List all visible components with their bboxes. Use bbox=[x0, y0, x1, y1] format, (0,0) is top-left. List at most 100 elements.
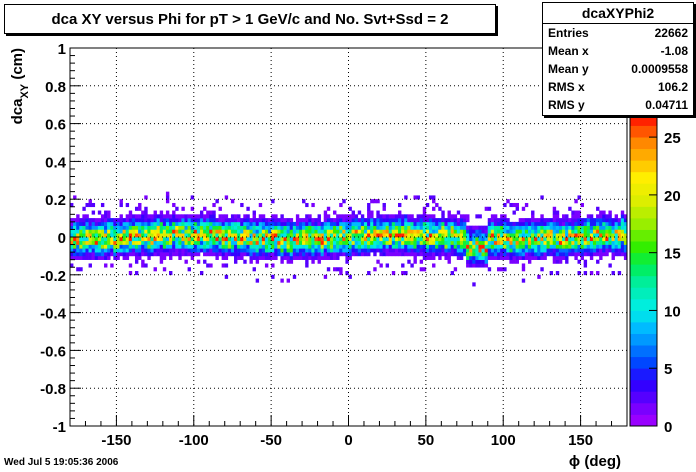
palette-swatch bbox=[630, 322, 657, 334]
histogram-cell bbox=[184, 229, 188, 234]
histogram-cell bbox=[159, 240, 164, 245]
histogram-cell bbox=[447, 210, 451, 215]
y-tick-label: 0.8 bbox=[45, 79, 66, 96]
histogram-cell bbox=[583, 221, 588, 226]
histogram-cell bbox=[506, 244, 510, 249]
histogram-cell bbox=[212, 218, 216, 223]
histogram-cell bbox=[574, 210, 578, 215]
histogram-cell bbox=[159, 221, 164, 226]
histogram-cell bbox=[85, 225, 89, 230]
histogram-cell bbox=[583, 259, 588, 264]
histogram-cell bbox=[512, 259, 516, 264]
histogram-cell bbox=[586, 214, 591, 219]
histogram-cell bbox=[450, 225, 455, 230]
histogram-cell bbox=[221, 237, 226, 242]
histogram-cell bbox=[308, 229, 312, 234]
histogram-cell bbox=[94, 240, 99, 245]
histogram-cell bbox=[472, 240, 476, 245]
histogram-cell bbox=[401, 221, 405, 226]
histogram-cell bbox=[537, 229, 541, 234]
histogram-cell bbox=[169, 214, 173, 219]
histogram-cell bbox=[190, 229, 195, 234]
histogram-cell bbox=[268, 221, 272, 226]
histogram-cell bbox=[617, 229, 622, 234]
histogram-cell bbox=[196, 218, 201, 223]
histogram-cell bbox=[348, 255, 352, 260]
histogram-cell bbox=[196, 229, 201, 234]
histogram-cell bbox=[184, 237, 188, 242]
histogram-cell bbox=[562, 214, 566, 219]
histogram-cell bbox=[432, 229, 436, 234]
histogram-cell bbox=[379, 214, 383, 219]
histogram-cell bbox=[596, 252, 600, 257]
histogram-cell bbox=[500, 233, 504, 238]
histogram-cell bbox=[357, 244, 362, 249]
histogram-cell bbox=[289, 259, 294, 264]
histogram-cell bbox=[580, 225, 584, 230]
histogram-cell bbox=[203, 259, 207, 264]
histogram-cell bbox=[138, 255, 142, 260]
histogram-cell bbox=[289, 244, 294, 249]
histogram-cell bbox=[540, 267, 544, 272]
histogram-cell bbox=[481, 255, 485, 260]
histogram-cell bbox=[509, 221, 513, 226]
histogram-cell bbox=[165, 240, 170, 245]
histogram-cell bbox=[586, 221, 591, 226]
histogram-cell bbox=[286, 233, 290, 238]
histogram-cell bbox=[342, 199, 346, 204]
histogram-cell bbox=[425, 233, 430, 238]
histogram-cell bbox=[271, 255, 275, 260]
histogram-cell bbox=[277, 252, 281, 257]
histogram-cell bbox=[104, 244, 108, 249]
histogram-cell bbox=[577, 240, 581, 245]
histogram-cell bbox=[410, 214, 414, 219]
y-tick-label: -1 bbox=[53, 419, 66, 436]
histogram-cell bbox=[317, 248, 321, 253]
histogram-cell bbox=[246, 248, 250, 253]
histogram-cell bbox=[466, 218, 470, 223]
histogram-cell bbox=[493, 255, 498, 260]
palette-swatch bbox=[630, 183, 657, 196]
histogram-cell bbox=[608, 244, 612, 249]
histogram-cell bbox=[305, 214, 309, 219]
histogram-cell bbox=[360, 218, 365, 223]
histogram-cell bbox=[599, 252, 603, 257]
histogram-cell bbox=[367, 214, 371, 219]
histogram-cell bbox=[577, 229, 581, 234]
histogram-cell bbox=[589, 218, 594, 223]
histogram-cell bbox=[224, 248, 229, 253]
histogram-cell bbox=[165, 244, 170, 249]
histogram-cell bbox=[537, 221, 541, 226]
x-tick-label: -150 bbox=[101, 432, 131, 449]
histogram-cell bbox=[255, 237, 260, 242]
histogram-cell bbox=[178, 229, 182, 234]
histogram-cell bbox=[589, 233, 594, 238]
histogram-cell bbox=[333, 218, 337, 223]
histogram-cell bbox=[240, 255, 244, 260]
histogram-cell bbox=[373, 225, 377, 230]
histogram-cell bbox=[484, 229, 489, 234]
histogram-cell bbox=[388, 218, 393, 223]
histogram-cell bbox=[459, 248, 464, 253]
histogram-cell bbox=[308, 255, 312, 260]
histogram-cell bbox=[169, 271, 173, 276]
histogram-cell bbox=[568, 233, 572, 238]
histogram-cell bbox=[150, 237, 154, 242]
histogram-cell bbox=[611, 237, 615, 242]
histogram-cell bbox=[623, 218, 628, 223]
histogram-cell bbox=[620, 248, 625, 253]
stats-label: Entries bbox=[548, 26, 589, 40]
histogram-cell bbox=[187, 218, 191, 223]
histogram-cell bbox=[298, 240, 303, 245]
histogram-cell bbox=[568, 229, 572, 234]
histogram-cell bbox=[258, 244, 263, 249]
histogram-cell bbox=[531, 248, 535, 253]
histogram-cell bbox=[531, 237, 535, 242]
histogram-cell bbox=[187, 248, 191, 253]
histogram-cell bbox=[323, 214, 328, 219]
histogram-cell bbox=[258, 248, 263, 253]
histogram-cell bbox=[472, 259, 476, 264]
histogram-cell bbox=[565, 218, 569, 223]
histogram-cell bbox=[478, 214, 482, 219]
histogram-cell bbox=[268, 225, 272, 230]
